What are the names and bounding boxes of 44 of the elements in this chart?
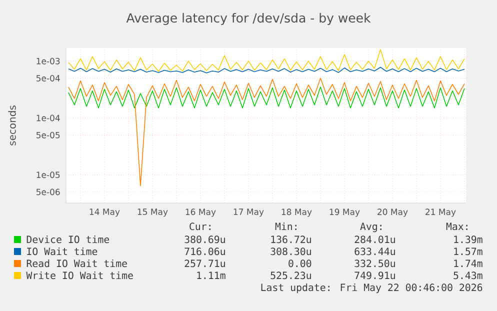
x-tick-label: 14 May [90, 208, 120, 217]
y-tick-label: 1e-03 [36, 58, 60, 64]
y-tick-label: 1e-05 [36, 172, 60, 178]
y-tick-label: 1e-04 [36, 114, 60, 122]
line-series [68, 78, 465, 186]
y-axis-title: seconds [8, 106, 16, 146]
text: 1.74m [454, 260, 482, 267]
chart-title: Average latency for /dev/sda - by week [126, 12, 371, 26]
y-tick-label: 5e-06 [36, 188, 60, 196]
line-series [68, 49, 465, 72]
legend-label: Write IO Wait time [26, 271, 133, 280]
x-tick-label: 19 May [330, 208, 360, 217]
text: Avg: [360, 222, 382, 232]
line-series [68, 86, 465, 108]
text: 716.06u [184, 248, 225, 256]
y-tick-label: 5e-05 [36, 132, 60, 138]
x-tick-label: 20 May [378, 208, 408, 217]
text: Min: [275, 222, 296, 230]
text: Max: [446, 222, 468, 230]
text: 380.69u [184, 236, 225, 244]
text: 257.71u [184, 260, 225, 268]
text: 284.01u [354, 236, 395, 244]
text: 308.30u [270, 248, 311, 256]
text: 0.00 [288, 260, 312, 268]
x-tick-label: 15 May [138, 208, 168, 217]
legend-label: Device IO time [26, 235, 110, 244]
text: 525.23u [270, 272, 311, 280]
x-tick-label: 16 May [186, 208, 216, 217]
text: Cur: [190, 222, 210, 230]
text: 1.57m [454, 248, 482, 256]
x-tick-label: 18 May [282, 208, 312, 217]
text: 1.11m [197, 272, 226, 279]
text: 633.44u [354, 248, 395, 256]
legend-label: Read IO Wait time [26, 259, 127, 268]
text: 749.91u [354, 272, 395, 280]
x-tick-label: 21 May [426, 208, 456, 217]
text: 5.43m [454, 272, 482, 280]
text: 136.72u [271, 236, 311, 244]
text: 1.39m [454, 236, 482, 244]
y-tick-label: 5e-04 [36, 75, 60, 82]
text: 332.50u [354, 260, 395, 268]
x-tick-label: 17 May [234, 208, 264, 217]
legend-label: IO Wait time [27, 247, 98, 256]
text: Last update: Fri May 22 00:46:00 2026 [261, 283, 482, 294]
